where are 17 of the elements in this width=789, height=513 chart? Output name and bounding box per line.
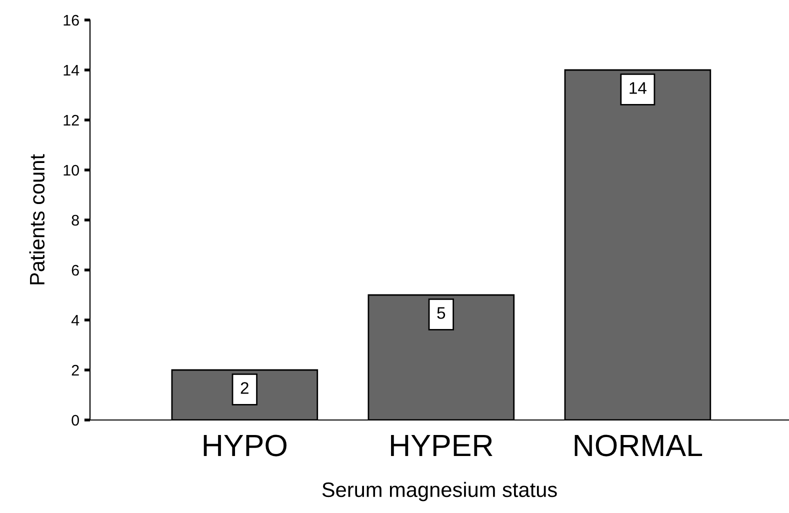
data-label: 2 bbox=[240, 382, 248, 394]
x-tick-label: HYPER bbox=[391, 435, 492, 456]
data-label: 5 bbox=[437, 307, 446, 319]
y-tick-label: 8 bbox=[72, 214, 79, 226]
x-tick-label: HYPO bbox=[204, 434, 286, 456]
y-tick-label: 6 bbox=[72, 264, 79, 276]
y-axis-title: Patients count bbox=[29, 154, 45, 284]
data-label: 14 bbox=[630, 82, 646, 94]
x-tick-label: NORMAL bbox=[574, 434, 702, 456]
y-tick-label: 10 bbox=[64, 164, 79, 176]
y-tick-label: 16 bbox=[64, 14, 79, 26]
x-axis-title: Serum magnesium status bbox=[322, 482, 557, 502]
y-tick-label: 14 bbox=[64, 65, 80, 76]
y-tick-label: 4 bbox=[71, 315, 80, 326]
y-tick-label: 2 bbox=[72, 364, 79, 376]
y-tick-label: 0 bbox=[72, 414, 79, 426]
y-tick-label: 12 bbox=[64, 114, 79, 126]
